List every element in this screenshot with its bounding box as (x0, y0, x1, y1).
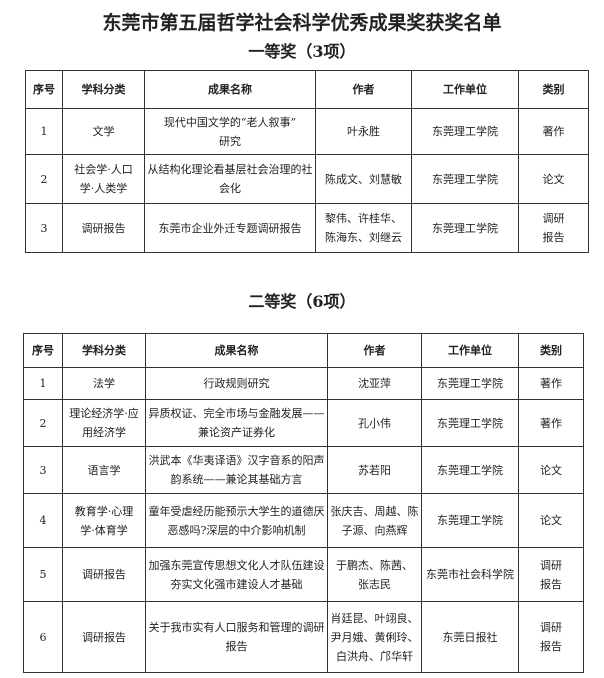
first-prize-table: 序号 学科分类 成果名称 作者 工作单位 类别 1 文学 现代中国文学的“老人叙事” 研究 叶永… (25, 70, 589, 253)
column-header-author: 作者 (315, 70, 412, 109)
column-header-title: 成果名称 (145, 333, 328, 368)
table-row: 1 法学 行政规则研究 沈亚萍 东莞理工学院 著作 (23, 367, 584, 400)
cell-category: 调研 报告 (518, 601, 584, 673)
cell-title: 洪武本《华夷译语》汉字音系的阳声 韵系统——兼论其基础方言 (145, 446, 328, 494)
cell-index: 6 (23, 601, 63, 673)
column-header-organization: 工作单位 (411, 70, 519, 109)
cell-index: 2 (23, 399, 63, 447)
column-header-author: 作者 (327, 333, 422, 368)
table-row: 4 教育学·心理 学·体育学 童年受虐经历能预示大学生的道德厌 恶感吗?深层的中介影… (23, 493, 584, 548)
cell-organization: 东莞理工学院 (421, 446, 519, 494)
cell-author: 肖廷昆、叶翊良、 尹月娥、黄俐玲、 白洪舟、邝华轩 (327, 601, 422, 673)
section-heading-second-prize: 二等奖（6项） (248, 292, 356, 311)
table-row: 2 理论经济学·应 用经济学 异质权证、完全市场与金融发展—— 兼论资产证券化 孔小伟… (23, 399, 584, 447)
page-title: 东莞市第五届哲学社会科学优秀成果奖获奖名单 (102, 12, 502, 34)
cell-discipline: 法学 (62, 367, 146, 400)
cell-discipline: 教育学·心理 学·体育学 (62, 493, 146, 548)
cell-index: 3 (23, 446, 63, 494)
cell-organization: 东莞理工学院 (411, 108, 519, 155)
cell-discipline: 理论经济学·应 用经济学 (62, 399, 146, 447)
column-header-category: 类别 (518, 333, 584, 368)
cell-title: 关于我市实有人口服务和管理的调研 报告 (145, 601, 328, 673)
cell-author: 陈成文、刘慧敏 (315, 154, 412, 204)
column-header-index: 序号 (25, 70, 63, 109)
cell-category: 著作 (518, 399, 584, 447)
column-header-category: 类别 (518, 70, 589, 109)
column-header-title: 成果名称 (144, 70, 316, 109)
cell-organization: 东莞市社会科学院 (421, 547, 519, 602)
table-row: 1 文学 现代中国文学的“老人叙事” 研究 叶永胜 东莞理工学院 著作 (25, 108, 589, 155)
cell-index: 5 (23, 547, 63, 602)
cell-title: 现代中国文学的“老人叙事” 研究 (144, 108, 316, 155)
cell-category: 论文 (518, 493, 584, 548)
cell-author: 沈亚萍 (327, 367, 422, 400)
second-prize-table: 序号 学科分类 成果名称 作者 工作单位 类别 1 法学 行政规则研究 沈亚萍 东莞理工学院 著作 2… (23, 333, 584, 673)
cell-category: 论文 (518, 154, 589, 204)
cell-index: 4 (23, 493, 63, 548)
cell-title: 东莞市企业外迁专题调研报告 (144, 203, 316, 253)
cell-index: 1 (23, 367, 63, 400)
table-row: 6 调研报告 关于我市实有人口服务和管理的调研 报告 肖廷昆、叶翊良、 尹月娥、黄俐玲… (23, 601, 584, 673)
table-header-row: 序号 学科分类 成果名称 作者 工作单位 类别 (25, 70, 589, 109)
cell-organization: 东莞理工学院 (411, 203, 519, 253)
cell-discipline: 语言学 (62, 446, 146, 494)
column-header-index: 序号 (23, 333, 63, 368)
cell-organization: 东莞日报社 (421, 601, 519, 673)
cell-discipline: 调研报告 (62, 203, 145, 253)
cell-title: 异质权证、完全市场与金融发展—— 兼论资产证券化 (145, 399, 328, 447)
cell-organization: 东莞理工学院 (421, 367, 519, 400)
cell-author: 黎伟、许桂华、 陈海东、刘继云 (315, 203, 412, 253)
cell-title: 童年受虐经历能预示大学生的道德厌 恶感吗?深层的中介影响机制 (145, 493, 328, 548)
cell-title: 从结构化理论看基层社会治理的社 会化 (144, 154, 316, 204)
cell-category: 论文 (518, 446, 584, 494)
cell-title: 行政规则研究 (145, 367, 328, 400)
cell-title: 加强东莞宣传思想文化人才队伍建设 夯实文化强市建设人才基础 (145, 547, 328, 602)
cell-category: 著作 (518, 367, 584, 400)
column-header-discipline: 学科分类 (62, 333, 146, 368)
cell-index: 3 (25, 203, 63, 253)
cell-author: 张庆吉、周越、陈 子源、向燕辉 (327, 493, 422, 548)
cell-author: 于鹏杰、陈茜、 张志民 (327, 547, 422, 602)
table-header-row: 序号 学科分类 成果名称 作者 工作单位 类别 (23, 333, 584, 368)
cell-organization: 东莞理工学院 (421, 399, 519, 447)
cell-index: 1 (25, 108, 63, 155)
cell-discipline: 文学 (62, 108, 145, 155)
table-row: 5 调研报告 加强东莞宣传思想文化人才队伍建设 夯实文化强市建设人才基础 于鹏杰、陈茜… (23, 547, 584, 602)
cell-author: 孔小伟 (327, 399, 422, 447)
cell-category: 调研 报告 (518, 547, 584, 602)
column-header-organization: 工作单位 (421, 333, 519, 368)
cell-organization: 东莞理工学院 (421, 493, 519, 548)
cell-category: 著作 (518, 108, 589, 155)
column-header-discipline: 学科分类 (62, 70, 145, 109)
cell-discipline: 社会学·人口 学·人类学 (62, 154, 145, 204)
cell-index: 2 (25, 154, 63, 204)
table-row: 3 调研报告 东莞市企业外迁专题调研报告 黎伟、许桂华、 陈海东、刘继云 东莞理工学院调… (25, 203, 589, 253)
cell-author: 叶永胜 (315, 108, 412, 155)
section-heading-first-prize: 一等奖（3项） (248, 42, 356, 61)
table-row: 2 社会学·人口 学·人类学 从结构化理论看基层社会治理的社 会化 陈成文、刘慧敏 东莞… (25, 154, 589, 204)
cell-discipline: 调研报告 (62, 601, 146, 673)
cell-author: 苏若阳 (327, 446, 422, 494)
cell-category: 调研 报告 (518, 203, 589, 253)
table-row: 3 语言学 洪武本《华夷译语》汉字音系的阳声 韵系统——兼论其基础方言 苏若阳 东莞理工… (23, 446, 584, 494)
cell-discipline: 调研报告 (62, 547, 146, 602)
cell-organization: 东莞理工学院 (411, 154, 519, 204)
